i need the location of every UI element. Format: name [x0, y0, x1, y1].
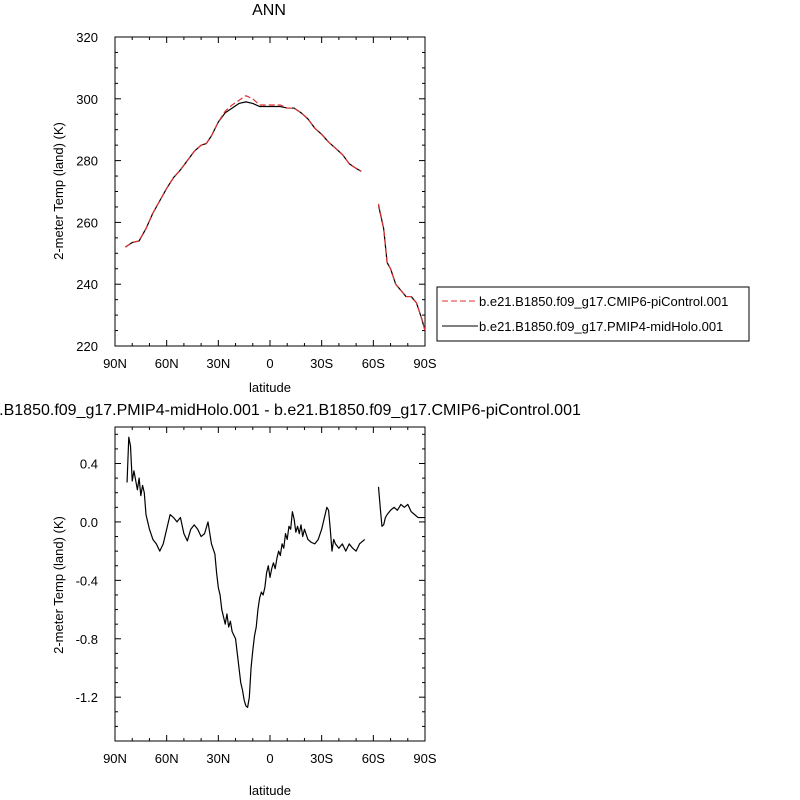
bottom-y-tick-labels: 0.4 0.0 -0.4 -0.8 -1.2: [76, 457, 98, 706]
top-series-line-0-seg-0: [124, 95, 362, 248]
top-y-tick-label: 300: [76, 92, 98, 107]
top-x-tick-labels: 90N 60N 30N 0 30S 60S 90S: [103, 356, 437, 371]
top-y-tick-label: 280: [76, 154, 98, 169]
legend-box: [436, 286, 750, 342]
top-y-tick-labels: 220 240 260 280 300 320: [76, 30, 98, 354]
bottom-x-tick-label: 60N: [155, 751, 179, 766]
bottom-x-axis-label: latitude: [249, 783, 291, 798]
top-y-tick-label: 220: [76, 339, 98, 354]
bottom-y-tick-label: -0.8: [76, 632, 98, 647]
top-plot-title: ANN: [252, 2, 286, 19]
top-x-tick-label: 30S: [310, 356, 333, 371]
top-x-tick-label: 90S: [413, 356, 436, 371]
bottom-x-tick-label: 60S: [362, 751, 385, 766]
top-plot: ANN 90N 60N 30N 0 30S 60S 90S 220 240 260 280 300 3…: [51, 2, 437, 395]
top-y-axis-label: 2-meter Temp (land) (K): [51, 122, 66, 260]
bottom-series-line-0-seg-1: [377, 486, 425, 527]
top-y-tick-label: 260: [76, 215, 98, 230]
bottom-plot-ticks: [114, 427, 426, 742]
legend: b.e21.B1850.f09_g17.CMIP6-piControl.001 …: [436, 286, 750, 342]
top-x-axis-label: latitude: [249, 380, 291, 395]
top-y-tick-label: 240: [76, 277, 98, 292]
bottom-y-tick-label: -1.2: [76, 690, 98, 705]
bottom-x-tick-labels: 90N 60N 30N 0 30S 60S 90S: [103, 751, 437, 766]
top-x-tick-label: 90N: [103, 356, 127, 371]
top-series-line-1-seg-1: [377, 205, 426, 331]
bottom-plot-frame: [114, 426, 426, 742]
bottom-plot-title: b.e21.B1850.f09_g17.PMIP4-midHolo.001 - …: [0, 402, 581, 419]
top-plot-frame: [114, 36, 426, 347]
legend-label-midholo: b.e21.B1850.f09_g17.PMIP4-midHolo.001: [479, 319, 723, 334]
top-y-tick-label: 320: [76, 30, 98, 45]
bottom-x-tick-label: 30N: [206, 751, 230, 766]
legend-label-picontrol: b.e21.B1850.f09_g17.CMIP6-piControl.001: [479, 294, 728, 309]
bottom-y-tick-label: 0.0: [80, 515, 98, 530]
bottom-series-line-0-seg-0: [126, 436, 366, 709]
top-x-tick-label: 60S: [362, 356, 385, 371]
bottom-x-tick-label: 90N: [103, 751, 127, 766]
top-plot-series: [124, 95, 426, 331]
top-series-line-0-seg-1: [377, 203, 426, 331]
bottom-plot: b.e21.B1850.f09_g17.PMIP4-midHolo.001 - …: [0, 402, 581, 798]
bottom-x-tick-label: 30S: [310, 751, 333, 766]
top-series-line-1-seg-0: [124, 101, 362, 248]
bottom-y-tick-label: -0.4: [76, 573, 98, 588]
bottom-x-tick-label: 0: [266, 751, 273, 766]
top-x-tick-label: 60N: [155, 356, 179, 371]
top-plot-ticks: [114, 36, 426, 347]
top-x-tick-label: 0: [266, 356, 273, 371]
bottom-x-tick-label: 90S: [413, 751, 436, 766]
bottom-y-tick-label: 0.4: [80, 457, 98, 472]
bottom-plot-series: [126, 436, 425, 709]
bottom-y-axis-label: 2-meter Temp (land) (K): [51, 516, 66, 654]
top-x-tick-label: 30N: [206, 356, 230, 371]
